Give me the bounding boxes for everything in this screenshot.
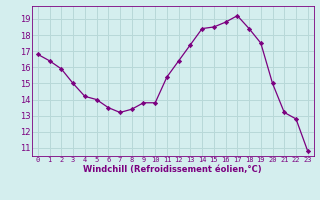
X-axis label: Windchill (Refroidissement éolien,°C): Windchill (Refroidissement éolien,°C) [84, 165, 262, 174]
